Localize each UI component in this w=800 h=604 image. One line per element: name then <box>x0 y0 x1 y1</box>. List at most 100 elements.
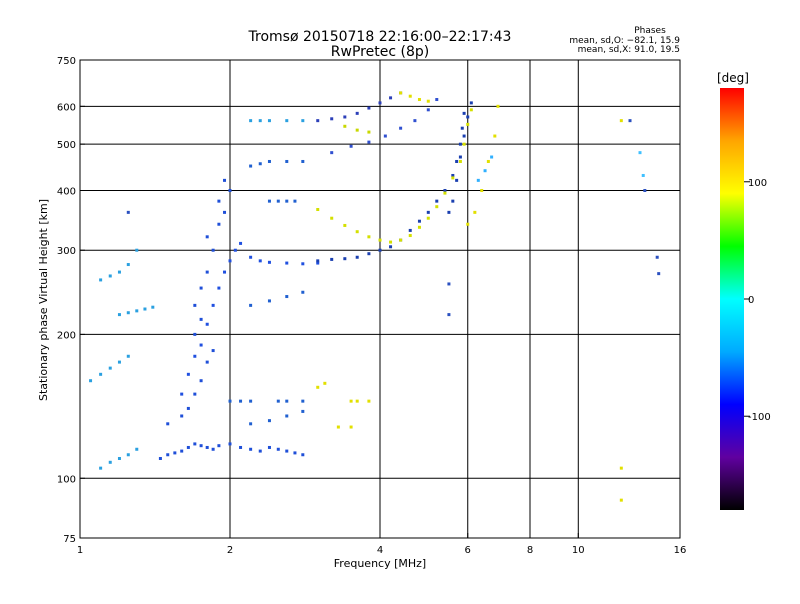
data-point <box>166 422 170 426</box>
data-point <box>211 349 215 353</box>
data-point <box>217 199 221 203</box>
data-point <box>451 176 455 180</box>
data-point <box>217 222 221 226</box>
data-point <box>285 261 289 265</box>
data-point <box>355 255 359 259</box>
x-tick-label: 16 <box>674 545 687 556</box>
y-tick-label: 600 <box>57 102 76 113</box>
data-point <box>301 409 305 413</box>
data-point <box>89 379 93 383</box>
data-point <box>233 248 237 252</box>
data-point <box>417 219 421 223</box>
data-point <box>223 210 227 214</box>
data-point <box>228 442 232 446</box>
data-point <box>483 169 487 173</box>
data-point <box>223 178 227 182</box>
data-point <box>301 399 305 403</box>
data-point <box>205 270 209 274</box>
data-point <box>108 460 112 464</box>
data-point <box>135 248 139 252</box>
data-point <box>316 385 320 389</box>
data-point <box>108 274 112 278</box>
data-point <box>276 399 280 403</box>
data-point <box>336 425 340 429</box>
data-point <box>462 134 466 138</box>
data-point <box>493 134 497 138</box>
data-point <box>643 188 647 192</box>
data-point <box>158 456 162 460</box>
data-point <box>301 262 305 266</box>
data-point <box>378 101 382 105</box>
data-point <box>469 101 473 105</box>
data-point <box>447 313 451 317</box>
data-point <box>267 299 271 303</box>
gridlines <box>80 60 680 538</box>
data-point <box>476 178 480 182</box>
x-tick-label: 2 <box>227 545 233 556</box>
phases-x-stats: mean, sd,X: 91.0, 19.5 <box>578 45 680 55</box>
data-point <box>455 159 459 163</box>
data-point <box>239 445 243 449</box>
x-axis-label: Frequency [MHz] <box>334 557 426 570</box>
data-point <box>173 451 177 455</box>
y-tick-label: 100 <box>57 474 76 485</box>
data-point <box>408 234 412 238</box>
data-point <box>349 144 353 148</box>
data-point <box>285 295 289 299</box>
data-point <box>655 255 659 259</box>
data-point <box>239 241 243 245</box>
data-point <box>217 286 221 290</box>
data-point <box>383 134 387 138</box>
data-point <box>199 286 203 290</box>
data-point <box>399 238 403 242</box>
data-point <box>435 205 439 209</box>
data-point <box>285 414 289 418</box>
data-point <box>455 178 459 182</box>
data-point <box>117 456 121 460</box>
data-point <box>193 303 197 307</box>
data-point <box>205 322 209 326</box>
data-point <box>249 447 253 451</box>
data-point <box>285 199 289 203</box>
data-point <box>276 199 280 203</box>
data-point <box>117 360 121 364</box>
data-point <box>462 142 466 146</box>
data-point <box>460 126 464 130</box>
data-point <box>435 98 439 102</box>
data-point <box>186 445 190 449</box>
data-point <box>399 91 403 95</box>
y-axis-ticks: 75 100 200 300 400 500 600 750 <box>57 56 85 545</box>
x-tick-label: 8 <box>527 545 533 556</box>
data-point <box>180 414 184 418</box>
data-point <box>285 119 289 123</box>
data-point <box>343 115 347 119</box>
data-point <box>426 216 430 220</box>
data-point <box>367 399 371 403</box>
data-point <box>99 466 103 470</box>
data-point <box>223 270 227 274</box>
data-point <box>426 99 430 103</box>
data-point <box>249 399 253 403</box>
data-point <box>267 159 271 163</box>
data-point <box>355 399 359 403</box>
y-tick-label: 300 <box>57 246 76 257</box>
data-point <box>117 313 121 317</box>
data-point <box>316 208 320 212</box>
data-point <box>267 419 271 423</box>
phases-o-stats: mean, sd,O: −82.1, 15.9 <box>569 36 680 46</box>
data-point <box>258 119 262 123</box>
data-point <box>367 130 371 134</box>
data-point <box>451 173 455 177</box>
data-point <box>451 199 455 203</box>
data-point <box>126 210 130 214</box>
data-point <box>466 122 470 126</box>
data-point <box>99 278 103 282</box>
data-point <box>205 360 209 364</box>
data-point <box>301 453 305 457</box>
data-point <box>367 140 371 144</box>
data-point <box>343 223 347 227</box>
data-point <box>126 311 130 315</box>
data-point <box>135 447 139 451</box>
data-point <box>480 188 484 192</box>
data-point <box>355 111 359 115</box>
